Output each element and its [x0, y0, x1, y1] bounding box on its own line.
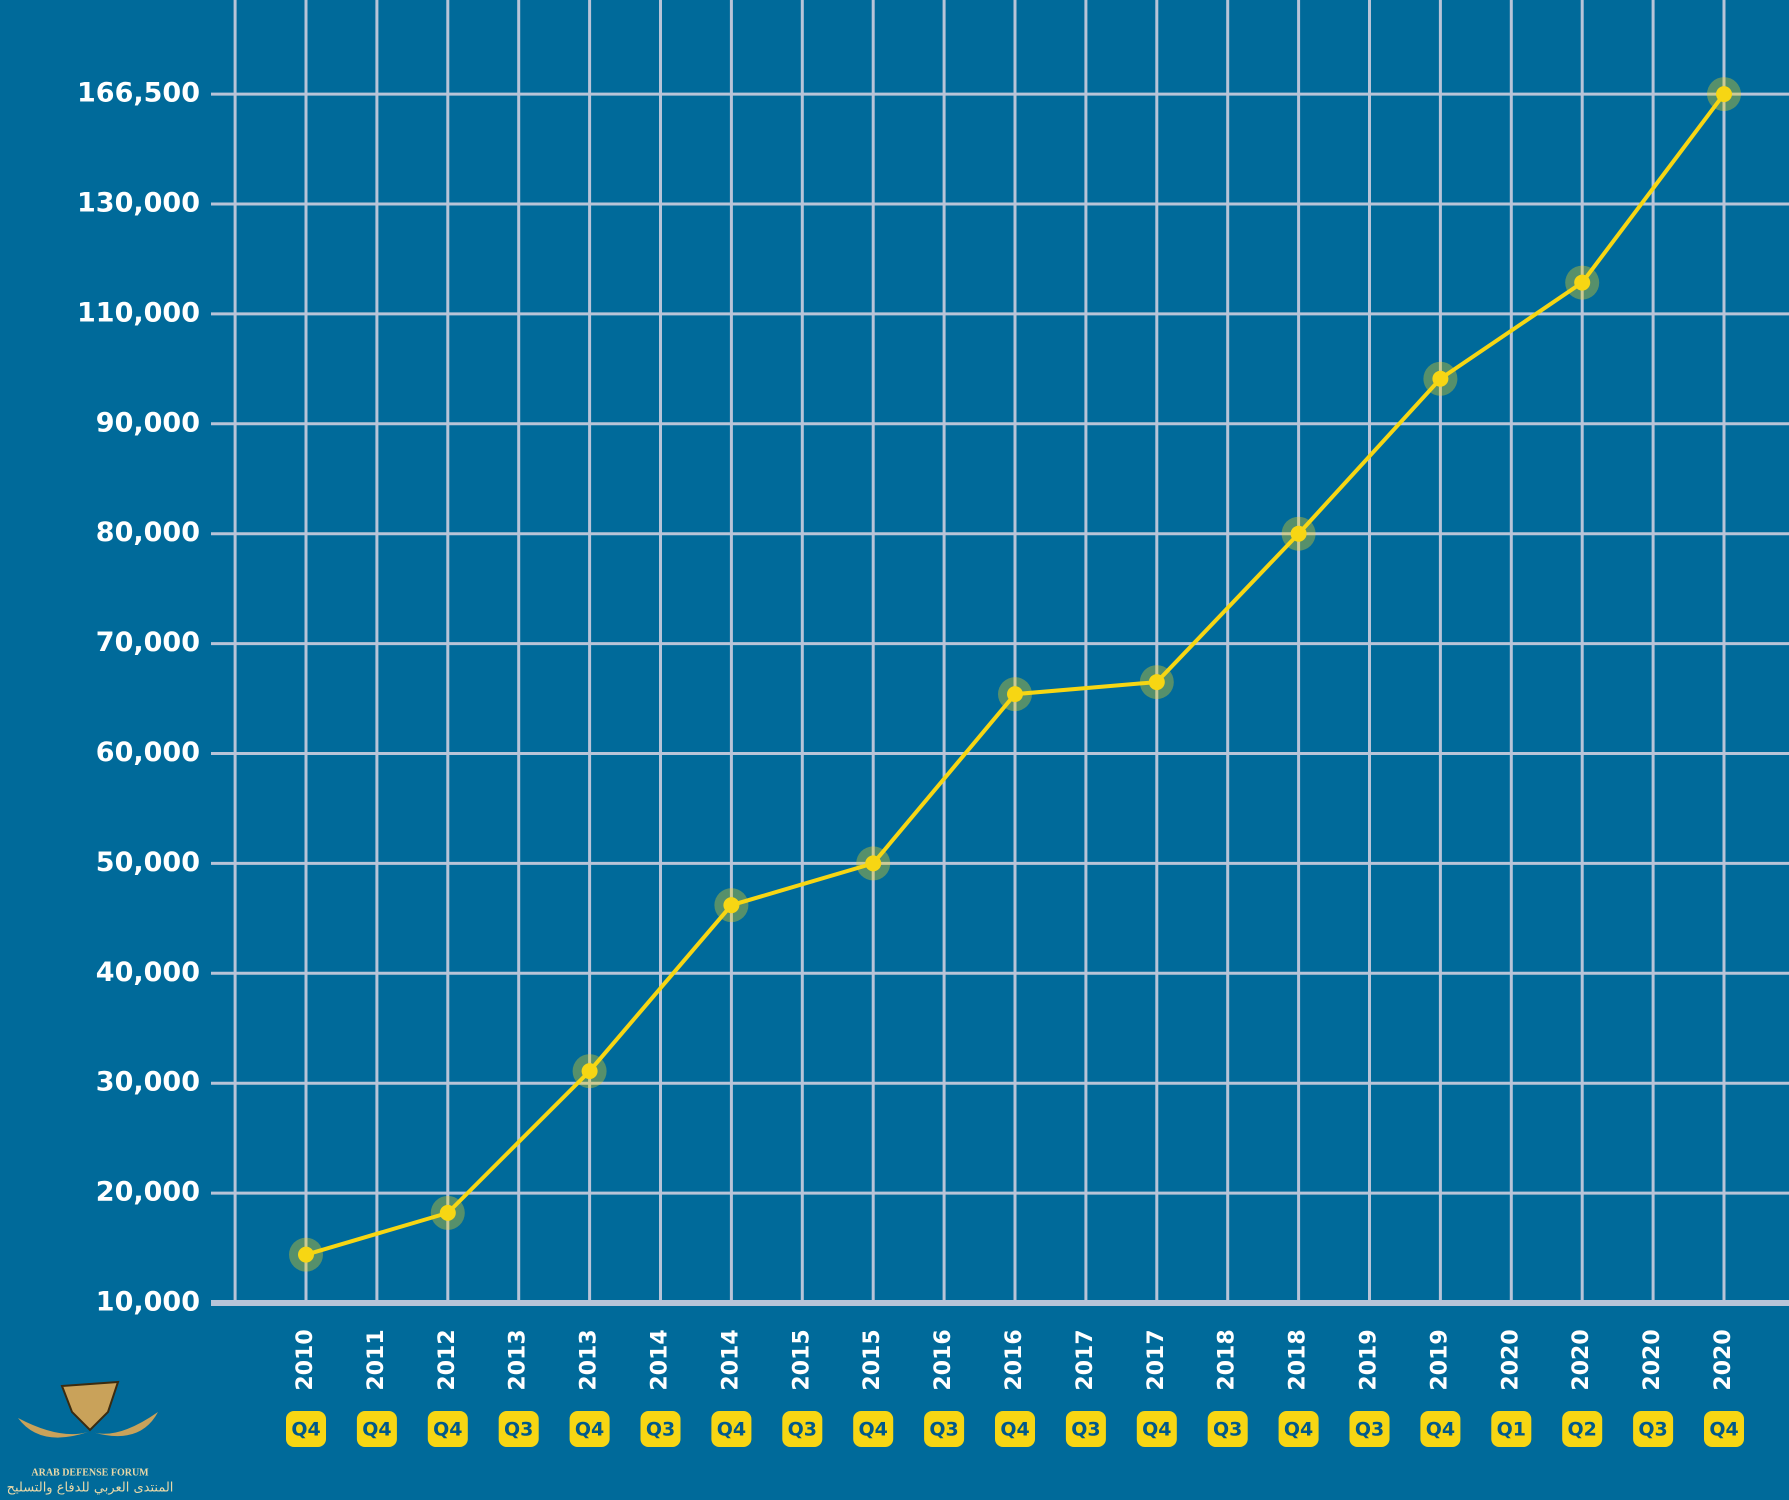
quarter-label: Q4 — [1284, 1419, 1313, 1441]
x-tick-label: 2012 — [435, 1329, 460, 1390]
point — [1716, 86, 1732, 103]
quarter-label: Q1 — [1497, 1419, 1526, 1441]
quarter-label: Q4 — [575, 1419, 604, 1441]
quarter-badge — [1349, 1411, 1390, 1447]
y-tick-label: 50,000 — [96, 847, 200, 878]
quarter-label: Q4 — [1000, 1419, 1029, 1441]
x-tick-label: 2013 — [577, 1329, 602, 1390]
logo-wings — [18, 1412, 158, 1438]
point — [1007, 686, 1023, 703]
x-tick-label: 2018 — [1286, 1329, 1311, 1390]
x-tick-label: 2014 — [648, 1329, 673, 1390]
logo-arabic: المنتدى العربي للدفاع والتسليح — [7, 1481, 174, 1496]
quarter-badge — [286, 1411, 326, 1447]
quarter-label: Q3 — [929, 1419, 958, 1441]
quarter-badge — [924, 1411, 965, 1447]
quarter-badge — [1065, 1411, 1106, 1447]
quarter-badge — [1562, 1411, 1603, 1447]
y-tick-label: 60,000 — [96, 737, 200, 768]
point — [1148, 674, 1165, 691]
quarter-label: Q4 — [1142, 1419, 1171, 1441]
point — [865, 855, 882, 872]
quarter-label: Q4 — [362, 1419, 391, 1441]
quarter-badge — [1278, 1411, 1319, 1447]
x-tick-label: 2017 — [1144, 1329, 1169, 1390]
logo: ARAB DEFENSE FORUM المنتدى العربي للدفاع… — [7, 1380, 174, 1496]
quarter-label: Q4 — [717, 1419, 746, 1441]
y-tick-label: 70,000 — [96, 627, 200, 658]
quarter-badge — [569, 1411, 610, 1447]
x-tick-label: 2016 — [1002, 1329, 1027, 1390]
x-tick-label: 2020 — [1498, 1329, 1523, 1390]
quarter-badge — [995, 1411, 1035, 1447]
quarter-badge — [427, 1411, 468, 1447]
quarter-label: Q3 — [504, 1419, 533, 1441]
x-tick-label: 2018 — [1215, 1329, 1240, 1390]
quarter-badge — [853, 1411, 894, 1447]
quarter-badge — [782, 1411, 823, 1447]
x-tick-label: 2016 — [931, 1329, 956, 1390]
y-tick-label: 10,000 — [96, 1287, 200, 1318]
logo-name: ARAB DEFENSE FORUM — [31, 1467, 149, 1478]
y-tick-label: 130,000 — [77, 188, 200, 219]
y-tick-label: 80,000 — [96, 517, 200, 548]
quarter-label: Q2 — [1568, 1419, 1597, 1441]
y-tick-label: 90,000 — [96, 407, 200, 438]
quarter-label: Q3 — [1355, 1419, 1384, 1441]
quarter-badge — [711, 1411, 752, 1447]
quarter-label: Q4 — [433, 1419, 462, 1441]
y-tick-label: 166,500 — [77, 78, 200, 109]
point — [1290, 525, 1307, 542]
quarter-badge — [640, 1411, 681, 1447]
x-tick-label: 2019 — [1357, 1329, 1382, 1390]
quarter-badge — [1491, 1411, 1532, 1447]
point — [439, 1204, 456, 1221]
x-tick-label: 2014 — [718, 1329, 743, 1390]
point — [581, 1063, 598, 1080]
y-tick-label: 30,000 — [96, 1067, 200, 1098]
quarter-label: Q4 — [859, 1419, 888, 1441]
quarter-label: Q4 — [1426, 1419, 1455, 1441]
x-tick-label: 2020 — [1640, 1329, 1665, 1390]
quarter-badge — [1207, 1411, 1248, 1447]
x-tick-label: 2013 — [506, 1329, 531, 1390]
quarter-label: Q3 — [1638, 1419, 1667, 1441]
logo-shield — [60, 1380, 120, 1432]
quarter-label: Q3 — [788, 1419, 817, 1441]
quarter-badge — [1704, 1411, 1744, 1447]
x-tick-label: 2019 — [1427, 1329, 1452, 1390]
x-tick-label: 2011 — [364, 1329, 389, 1390]
x-tick-label: 2015 — [789, 1329, 814, 1390]
y-tick-label: 110,000 — [77, 297, 200, 328]
y-tick-label: 40,000 — [96, 957, 200, 988]
quarter-label: Q4 — [1709, 1419, 1738, 1441]
point — [298, 1246, 314, 1263]
x-tick-label: 2017 — [1073, 1329, 1098, 1390]
x-tick-label: 2015 — [860, 1329, 885, 1390]
quarter-badge — [356, 1411, 397, 1447]
point — [1574, 274, 1591, 291]
x-tick-label: 2020 — [1711, 1329, 1736, 1390]
point — [1432, 370, 1449, 387]
x-tick-label: 2020 — [1569, 1329, 1594, 1390]
quarter-badge — [1136, 1411, 1177, 1447]
y-tick-label: 20,000 — [96, 1177, 200, 1208]
point — [723, 897, 740, 914]
x-tick-label: 2010 — [293, 1329, 318, 1390]
quarter-label: Q3 — [1213, 1419, 1242, 1441]
quarter-label: Q3 — [646, 1419, 675, 1441]
quarter-badge — [498, 1411, 539, 1447]
quarter-label: Q4 — [291, 1419, 320, 1441]
quarter-label: Q3 — [1071, 1419, 1100, 1441]
quarter-badge — [1633, 1411, 1674, 1447]
quarter-badge — [1420, 1411, 1461, 1447]
